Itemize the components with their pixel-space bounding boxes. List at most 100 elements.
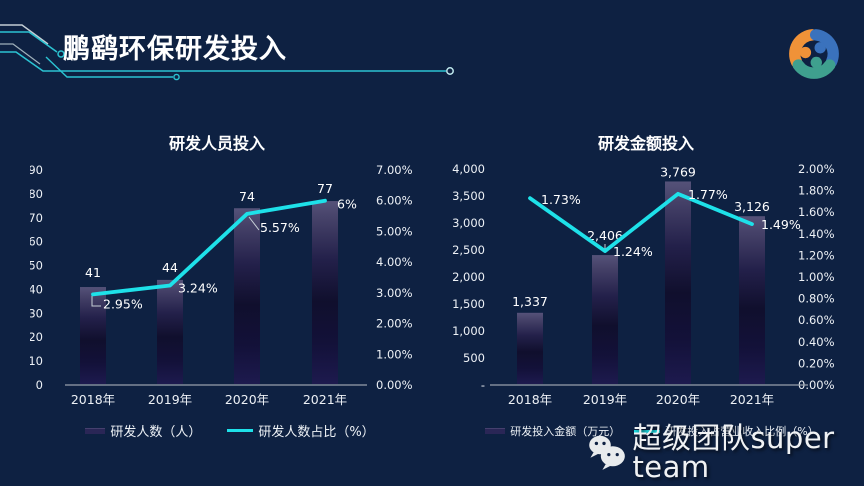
x-axis-label: 2020年: [656, 392, 700, 407]
left-axis-tick: 10: [30, 354, 43, 368]
chart-amount: 研发金额投入 4,000 3,500 3,000 2,500 2,000 1,500 1,0…: [440, 128, 864, 468]
right-axis-tick: 3.00%: [376, 286, 413, 300]
left-axis-tick: 1,000: [452, 324, 485, 338]
legend-label: 研发人数（人）: [110, 425, 202, 440]
label-leader-line: [248, 216, 260, 231]
bar: [234, 208, 260, 384]
line-value-label: 1.77%: [688, 187, 728, 202]
left-axis-tick: 2,500: [452, 243, 485, 257]
right-axis-tick: 0.40%: [798, 335, 835, 349]
line-swatch-icon: [227, 429, 254, 432]
legend-label: 研发人数占比（%）: [258, 425, 375, 440]
chart-legend: 研发人数（人） 研发人数占比（%）: [30, 421, 430, 440]
left-axis-tick: 90: [30, 163, 43, 177]
x-axis-label: 2019年: [583, 392, 627, 407]
left-axis-tick: 4,000: [452, 162, 485, 176]
chart-personnel: 研发人员投入 90 80 70 60 50 40 30 20 10 0 7.00% 6.00% 5.00…: [30, 128, 430, 468]
bar: [80, 287, 106, 384]
left-axis-tick: 70: [30, 211, 43, 225]
line-value-label: 1.73%: [541, 192, 581, 207]
x-axis-label: 2018年: [508, 392, 552, 407]
right-axis-tick: 0.80%: [798, 292, 835, 306]
left-axis-tick: 40: [30, 282, 43, 296]
right-axis-tick: 0.20%: [798, 356, 835, 370]
bar-swatch-icon: [85, 427, 106, 434]
right-axis-tick: 0.00%: [798, 378, 835, 392]
right-axis-tick: 1.40%: [798, 227, 835, 241]
left-axis-tick: 500: [463, 351, 485, 365]
bar-value-label: 3,769: [660, 164, 696, 179]
right-axis-tick: 2.00%: [798, 162, 835, 176]
bar: [592, 255, 618, 384]
left-axis-tick: 0: [36, 378, 43, 392]
left-axis-tick: 50: [30, 259, 43, 273]
watermark: 超级团队super team: [588, 424, 864, 482]
bar: [312, 201, 338, 384]
chart-amount-plot: 4,000 3,500 3,000 2,500 2,000 1,500 1,000 500 - 2…: [452, 162, 835, 407]
left-axis-tick: 80: [30, 187, 43, 201]
circuit-decoration: [0, 24, 454, 81]
bar: [739, 216, 765, 384]
right-axis-tick: 1.00%: [798, 270, 835, 284]
bar: [157, 279, 183, 384]
line-swatch-icon: [634, 429, 661, 433]
right-axis-tick: 1.20%: [798, 248, 835, 262]
bar-value-label: 77: [317, 181, 333, 196]
left-axis-tick: 3,500: [452, 189, 485, 203]
left-axis-tick: 2,000: [452, 270, 485, 284]
right-axis-tick: 4.00%: [376, 255, 413, 269]
bar-value-label: 74: [239, 189, 255, 204]
bar-value-label: 3,126: [734, 199, 770, 214]
right-axis-tick: 6.00%: [376, 194, 413, 208]
left-axis-tick: 1,500: [452, 297, 485, 311]
chart-personnel-plot: 90 80 70 60 50 40 30 20 10 0 7.00% 6.00% 5.00% 4.00% 3…: [30, 163, 413, 407]
right-axis-tick: 0.00%: [376, 378, 413, 392]
bar-value-label: 44: [162, 260, 178, 275]
line-value-label: 6%: [337, 197, 357, 212]
x-axis-label: 2021年: [730, 392, 774, 407]
right-axis-tick: 0.60%: [798, 313, 835, 327]
legend-label: 研发投入金额（万元）: [510, 425, 621, 438]
legend-item: 研发人数（人）: [85, 421, 201, 440]
right-axis-tick: 5.00%: [376, 224, 413, 238]
x-axis-label: 2019年: [148, 392, 192, 407]
line-value-label: 3.24%: [178, 280, 218, 295]
line-series: [528, 191, 754, 253]
line-series: [91, 198, 327, 297]
wechat-icon: [589, 435, 625, 470]
line-value-label: 5.57%: [260, 220, 300, 235]
line-value-label: 1.49%: [761, 217, 801, 232]
x-axis-label: 2021年: [303, 392, 347, 407]
left-axis-tick: 20: [30, 330, 43, 344]
x-axis-label: 2020年: [225, 392, 269, 407]
bar-swatch-icon: [485, 428, 506, 434]
line-value-label: 1.24%: [613, 244, 653, 259]
legend-item: 研发投入金额（万元）: [485, 423, 620, 439]
left-axis-tick: 30: [30, 306, 43, 320]
left-axis-tick: 60: [30, 235, 43, 249]
bar-value-label: 1,337: [512, 294, 548, 309]
right-axis-tick: 7.00%: [376, 163, 413, 177]
right-axis-tick: 1.60%: [798, 205, 835, 219]
legend-item: 研发投入占营业收入比例（%）: [634, 423, 819, 439]
legend-label: 研发投入占营业收入比例（%）: [665, 425, 819, 438]
bar-value-label: 2,406: [587, 228, 623, 243]
line-value-label: 2.95%: [103, 296, 143, 311]
left-axis-tick: -: [481, 378, 485, 392]
legend-item: 研发人数占比（%）: [227, 421, 375, 440]
company-logo-icon: [789, 29, 839, 79]
bar: [517, 312, 543, 384]
left-axis-tick: 3,000: [452, 216, 485, 230]
chart-legend: 研发投入金额（万元） 研发投入占营业收入比例（%）: [440, 423, 864, 439]
watermark-text: 超级团队super team: [632, 421, 835, 484]
bar: [665, 181, 691, 384]
chart-title: 研发人员投入: [168, 134, 265, 153]
page-title: 鹏鹞环保研发投入: [63, 34, 287, 65]
x-axis-label: 2018年: [71, 392, 115, 407]
right-axis-tick: 1.00%: [376, 347, 413, 361]
right-axis-tick: 2.00%: [376, 317, 413, 331]
chart-title: 研发金额投入: [597, 134, 694, 153]
bar-value-label: 41: [85, 265, 101, 280]
right-axis-tick: 1.80%: [798, 184, 835, 198]
